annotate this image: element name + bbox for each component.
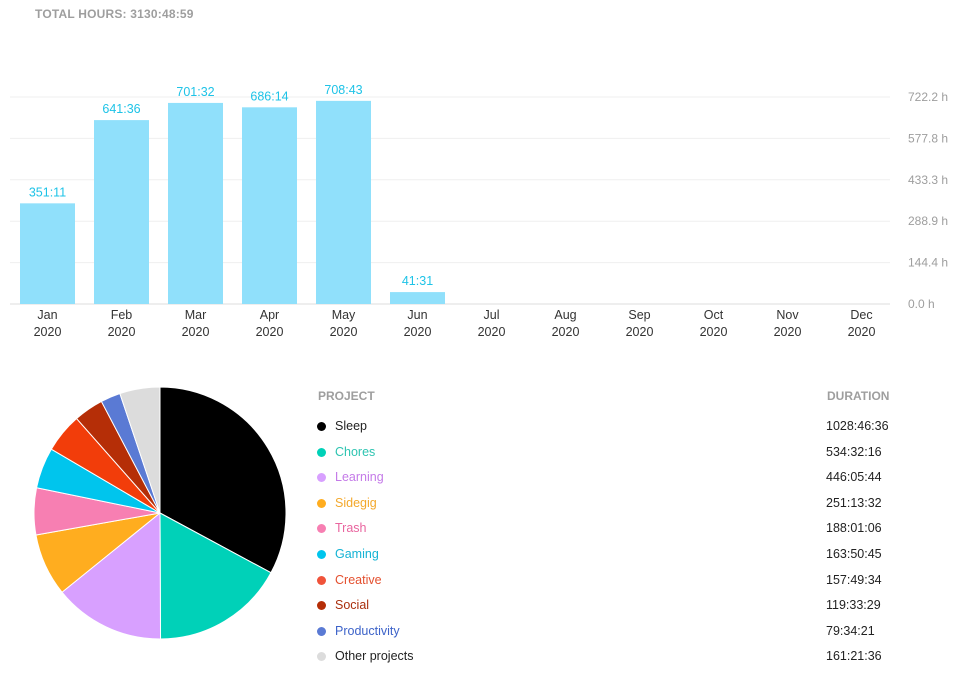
bar-data-label: 641:36	[102, 102, 140, 116]
monthly-bar-chart: 0.0 h 144.4 h 288.9 h 433.3 h 577.8 h 722.2 h…	[10, 83, 948, 339]
y-tick-label: 577.8 h	[908, 131, 948, 145]
bar-data-label: 686:14	[250, 89, 288, 103]
bar-data-label: 701:32	[176, 85, 214, 99]
x-tick-month: Sep	[628, 308, 650, 322]
project-column-header: PROJECT	[318, 389, 375, 403]
bar[interactable]	[168, 102, 223, 304]
duration-column-header: DURATION	[827, 389, 890, 403]
legend-color-dot-icon	[317, 473, 326, 483]
x-tick-month: Aug	[554, 308, 576, 322]
x-tick-month: Feb	[111, 308, 133, 322]
x-tick-year: 2020	[626, 325, 654, 339]
x-tick-year: 2020	[34, 325, 62, 339]
y-tick-label: 288.9 h	[908, 214, 948, 228]
legend-project-name: Social	[335, 598, 370, 613]
bar[interactable]	[20, 203, 75, 304]
bar[interactable]	[242, 107, 297, 304]
bar[interactable]	[94, 120, 149, 304]
x-tick-month: Jul	[484, 308, 500, 322]
legend-color-dot-icon	[317, 524, 326, 534]
legend-color-dot-icon	[317, 447, 326, 457]
x-tick-year: 2020	[478, 325, 506, 339]
pie-slice-sleep[interactable]	[159, 386, 287, 574]
pie-slice-other-projects[interactable]	[119, 386, 161, 514]
pie-slice-chores[interactable]	[159, 512, 272, 640]
project-pie-chart	[33, 386, 287, 640]
legend-row[interactable]: Chores 534:32:16	[315, 443, 915, 469]
legend-color-dot-icon	[317, 498, 326, 508]
y-tick-label: 433.3 h	[908, 173, 948, 187]
legend-project-duration: 157:49:34	[826, 572, 882, 587]
bar[interactable]	[390, 292, 445, 304]
legend-project-name: Trash	[335, 521, 367, 536]
x-tick-year: 2020	[330, 325, 358, 339]
legend-color-dot-icon	[317, 575, 326, 585]
legend-row[interactable]: Creative 157:49:34	[315, 571, 915, 597]
x-tick-year: 2020	[552, 325, 580, 339]
legend-project-duration: 161:21:36	[826, 649, 882, 664]
legend-project-name: Sidegig	[335, 495, 377, 510]
legend-project-name: Chores	[335, 444, 376, 459]
legend-project-name: Gaming	[335, 546, 379, 561]
x-tick-month: Nov	[776, 308, 799, 322]
x-tick-month: Jun	[407, 308, 427, 322]
legend-project-name: Creative	[335, 572, 382, 587]
x-tick-year: 2020	[774, 325, 802, 339]
legend-project-duration: 188:01:06	[826, 521, 882, 536]
project-legend: Sleep 1028:46:36 Chores 534:32:16 Learning 44…	[315, 417, 915, 673]
legend-project-duration: 251:13:32	[826, 495, 882, 510]
legend-project-duration: 534:32:16	[826, 444, 882, 459]
bar-data-label: 708:43	[324, 83, 362, 97]
y-tick-label: 722.2 h	[908, 90, 948, 104]
x-tick-month: Oct	[704, 308, 724, 322]
legend-color-dot-icon	[317, 422, 326, 431]
legend-project-duration: 163:50:45	[826, 546, 882, 561]
x-tick-year: 2020	[848, 325, 876, 339]
x-tick-month: Mar	[185, 308, 207, 322]
pie-slice-learning[interactable]	[61, 511, 162, 640]
legend-project-duration: 119:33:29	[826, 598, 881, 613]
legend-project-name: Sleep	[335, 419, 367, 433]
legend-project-duration: 446:05:44	[826, 470, 882, 485]
legend-project-duration: 1028:46:36	[826, 419, 889, 433]
total-hours: TOTAL HOURS: 3130:48:59	[35, 7, 194, 21]
x-tick-year: 2020	[700, 325, 728, 339]
y-tick-label: 144.4 h	[908, 256, 948, 270]
legend-project-name: Other projects	[335, 649, 414, 664]
legend-row[interactable]: Other projects 161:21:36	[315, 647, 915, 673]
x-tick-month: Dec	[850, 308, 872, 322]
x-tick-month: Jan	[37, 308, 57, 322]
legend-color-dot-icon	[317, 549, 326, 559]
legend-row[interactable]: Gaming 163:50:45	[315, 545, 915, 571]
legend-color-dot-icon	[317, 626, 326, 636]
y-tick-label: 0.0 h	[908, 297, 935, 311]
x-tick-year: 2020	[404, 325, 432, 339]
legend-row[interactable]: Learning 446:05:44	[315, 468, 915, 494]
bar-data-label: 351:11	[29, 185, 66, 199]
legend-project-duration: 79:34:21	[826, 623, 875, 638]
x-tick-year: 2020	[108, 325, 136, 339]
bar[interactable]	[316, 100, 371, 304]
bar-data-label: 41:31	[402, 274, 433, 288]
x-tick-month: Apr	[260, 308, 279, 322]
legend-row[interactable]: Social 119:33:29	[315, 596, 915, 622]
legend-row[interactable]: Sidegig 251:13:32	[315, 494, 915, 520]
legend-color-dot-icon	[317, 601, 326, 611]
legend-project-name: Learning	[335, 470, 384, 485]
x-tick-year: 2020	[256, 325, 284, 339]
x-tick-month: May	[332, 308, 356, 322]
x-tick-year: 2020	[182, 325, 210, 339]
legend-row[interactable]: Productivity 79:34:21	[315, 622, 915, 648]
legend-color-dot-icon	[317, 652, 326, 662]
legend-row[interactable]: Trash 188:01:06	[315, 519, 915, 545]
legend-project-name: Productivity	[335, 623, 400, 638]
legend-row[interactable]: Sleep 1028:46:36	[315, 417, 915, 443]
